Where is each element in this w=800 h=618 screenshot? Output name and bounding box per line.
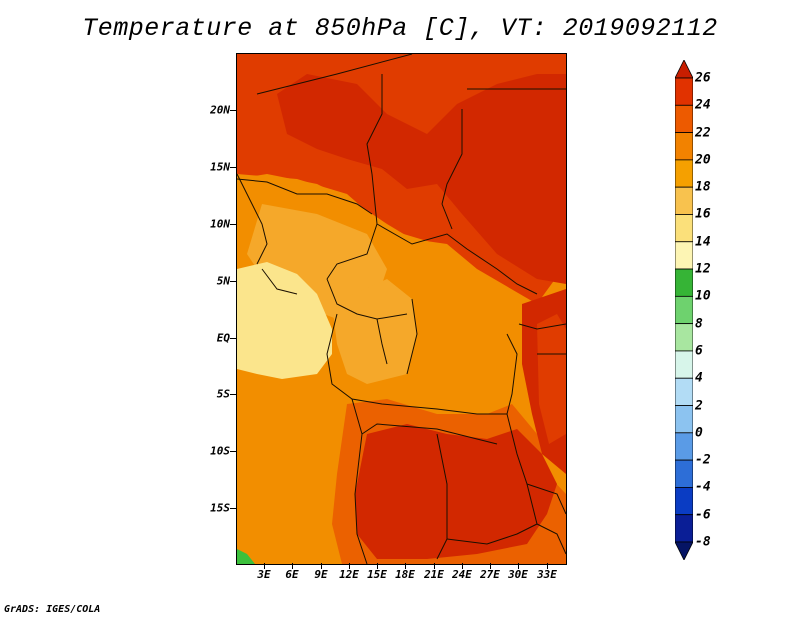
temperature-map [236,53,567,565]
lat-label-EQ: EQ [216,331,230,345]
colorbar-label: 18 [695,179,711,195]
lon-tick [462,563,463,569]
colorbar-label: 24 [695,97,711,113]
colorbar-segment [675,350,693,379]
lat-label-15N: 15N [210,160,230,174]
lon-tick [405,563,406,569]
lon-label-6E: 6E [285,568,299,581]
lat-label-10S: 10S [210,444,230,458]
lon-label-18E: 18E [395,568,415,581]
region-southwest-20C [237,374,357,564]
lat-tick [230,224,236,225]
colorbar-label: -4 [695,479,711,495]
colorbar-label: 26 [695,70,711,86]
colorbar-segment [675,323,693,352]
colorbar-segment [675,514,693,543]
lon-label-12E: 12E [339,568,359,581]
lon-label-21E: 21E [424,568,444,581]
lat-label-15S: 15S [210,501,230,515]
region-hot-south-26C [355,424,557,559]
colorbar [675,60,693,560]
colorbar-segment [675,186,693,215]
lat-tick [230,167,236,168]
lon-label-24E: 24E [452,568,472,581]
lat-tick [230,508,236,509]
lat-label-5N: 5N [216,274,230,288]
colorbar-label: -6 [695,507,711,523]
colorbar-label: 0 [695,425,703,441]
lat-label-10N: 10N [210,217,230,231]
lon-tick [377,563,378,569]
colorbar-segment [675,159,693,188]
temperature-map-canvas [237,54,566,564]
footer-credit: GrADS: IGES/COLA [4,604,101,615]
lon-label-33E: 33E [537,568,557,581]
lon-tick [349,563,350,569]
colorbar-label: 20 [695,152,711,168]
lon-tick [292,563,293,569]
colorbar-segment [675,241,693,270]
colorbar-label: 4 [695,370,703,386]
lat-label-5S: 5S [216,387,230,401]
colorbar-label: 22 [695,125,711,141]
lat-tick [230,110,236,111]
region-coastal-16C [237,262,332,379]
lon-tick [264,563,265,569]
colorbar-segment [675,295,693,325]
lon-label-3E: 3E [257,568,271,581]
colorbar-label: 2 [695,398,703,414]
colorbar-segment [675,132,693,161]
lon-label-9E: 9E [314,568,328,581]
colorbar-top-arrow [675,60,693,79]
lon-tick [547,563,548,569]
colorbar-segment [675,104,693,133]
lat-tick [230,281,236,282]
region-east-highlands-22C [537,314,566,444]
region-hot-north-26C [277,74,566,284]
colorbar-label: 6 [695,343,703,359]
lon-label-15E: 15E [367,568,387,581]
lon-tick [434,563,435,569]
colorbar-segment [675,268,693,297]
lat-tick [230,338,236,339]
colorbar-segment [675,459,693,488]
colorbar-segment [675,405,693,434]
colorbar-label: -2 [695,452,711,468]
lon-tick [321,563,322,569]
region-center-18C [332,279,417,384]
colorbar-label: -8 [695,534,711,550]
colorbar-label: 10 [695,288,711,304]
colorbar-label: 14 [695,234,711,250]
lon-label-30E: 30E [508,568,528,581]
lat-label-20N: 20N [210,103,230,117]
colorbar-label: 16 [695,206,711,222]
lon-tick [518,563,519,569]
lat-tick [230,394,236,395]
colorbar-segment [675,487,693,516]
lon-label-27E: 27E [480,568,500,581]
chart-title: Temperature at 850hPa [C], VT: 201909211… [82,14,718,43]
lon-tick [490,563,491,569]
lat-tick [230,451,236,452]
colorbar-bottom-arrow [675,541,693,560]
colorbar-segment [675,77,693,106]
colorbar-label: 8 [695,316,703,332]
country-borders [237,54,566,564]
colorbar-label: 12 [695,261,711,277]
region-green-corner-12C [237,549,255,564]
colorbar-segment [675,377,693,406]
colorbar-segment [675,432,693,461]
colorbar-segment [675,214,693,243]
